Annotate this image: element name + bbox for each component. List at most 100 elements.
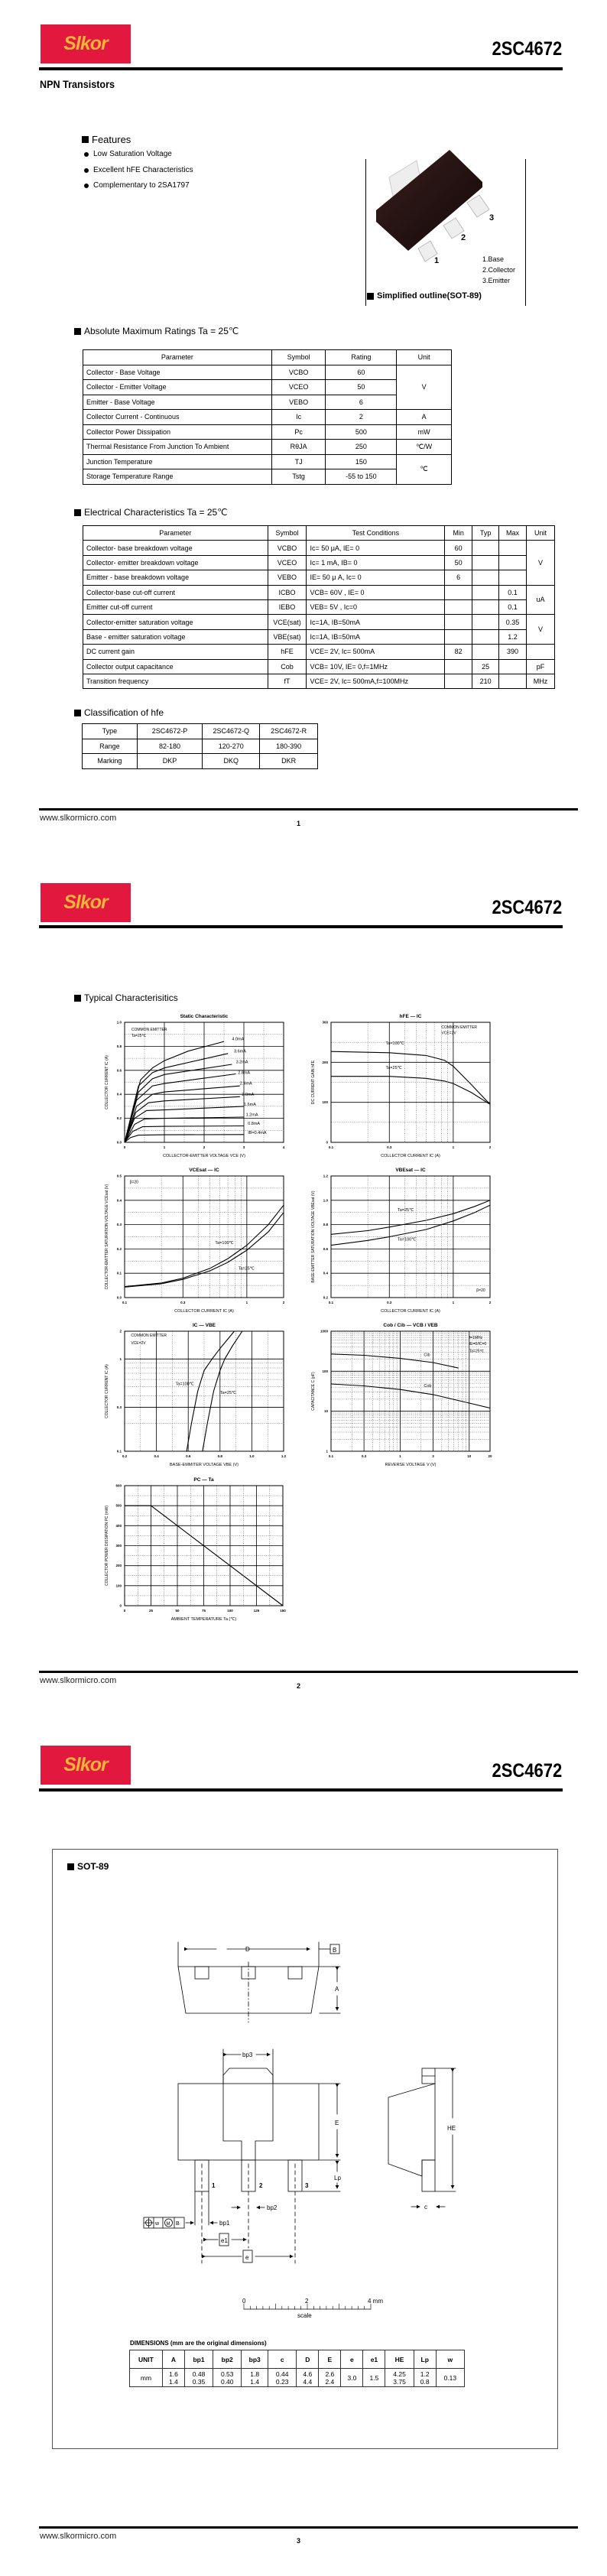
datum-label-B: B <box>333 1947 336 1954</box>
series-line <box>124 1212 284 1288</box>
dimension-value: 4.6 4.4 <box>296 2368 320 2387</box>
scale-label: scale <box>297 2312 312 2319</box>
logo-text: Slkor <box>63 892 109 913</box>
table-row: Type 2SC4672-P 2SC4672-Q 2SC4672-R <box>82 723 318 739</box>
y-tick-label: 0.4 <box>323 1272 329 1275</box>
x-tick-label: 2 <box>283 1301 285 1304</box>
y-axis-label: COLLECTOR CURRENT IC (A) <box>105 1055 109 1109</box>
dim-label-HE: HE <box>447 2125 456 2132</box>
table-row: Storage Temperature Range Tstg -55 to 150 <box>83 469 452 485</box>
chart-title: hFE — IC <box>400 1014 422 1019</box>
package-lead-3 <box>466 194 490 218</box>
chart-title: IC — VBE <box>193 1323 216 1328</box>
series-label: 0.8mA <box>248 1122 260 1126</box>
y-tick-label: 200 <box>115 1564 122 1567</box>
page-number: 2 <box>297 1682 301 1690</box>
chart-annotation: COMMON EMITTER <box>131 1028 167 1032</box>
y-tick-label: 0.4 <box>117 1093 122 1096</box>
dimension-value: 4.25 3.75 <box>385 2368 414 2387</box>
chart-annotation: β=20 <box>476 1288 485 1293</box>
square-bullet-icon <box>67 1863 74 1870</box>
x-tick-label: 10 <box>467 1454 472 1458</box>
feature-text: Excellent hFE Characteristics <box>93 166 193 174</box>
y-tick-label: 0.8 <box>323 1223 329 1226</box>
symbol-cell: fT <box>267 673 307 690</box>
pin-number: 1 <box>434 256 439 265</box>
sot89-dimension-drawing: D B A bp3 E HE Lp 1 2 3 bp2 bp1 c e1 e w… <box>143 1941 456 2319</box>
y-tick-label: 0.3 <box>117 1223 122 1226</box>
footer-website[interactable]: www.slkormicro.com <box>40 814 117 823</box>
chart-title: PC — Ta <box>193 1477 214 1483</box>
chart-1: 0.1 0.3 1 2 0 100 200 300 hFE — IC COLLECTOR CURR… <box>311 1014 492 1158</box>
x-tick-label: 0 <box>124 1609 126 1613</box>
features-heading-text: Features <box>92 134 131 145</box>
y-tick-label: 0.4 <box>117 1198 122 1202</box>
series-label: 3.6mA <box>234 1049 246 1054</box>
scale-tick-label: 0 <box>242 2298 246 2305</box>
square-bullet-icon <box>74 327 81 335</box>
column-header: Lp <box>413 2350 437 2369</box>
condition-cell: VCE= 2V, Ic= 500mA,f=100MHz <box>306 673 446 690</box>
dimension-value-line: 0.40 <box>220 2377 234 2386</box>
dimension-value-line: 4.25 <box>393 2370 406 2378</box>
y-tick-label: 0.1 <box>117 1272 122 1275</box>
series-label: Ta=25℃ <box>239 1266 255 1271</box>
dimension-value-line: 1.2 <box>420 2370 430 2378</box>
footer-website[interactable]: www.slkormicro.com <box>40 1676 117 1685</box>
table-header-row: Parameter Symbol Test Conditions Min Typ… <box>83 525 555 541</box>
dimension-value-line: 2.4 <box>325 2377 335 2386</box>
dimension-value-line: 0.8 <box>420 2377 430 2386</box>
unit-cell: mm <box>129 2368 163 2387</box>
series-line <box>124 1125 245 1143</box>
x-tick-label: 150 <box>280 1609 286 1613</box>
unit-cell: V <box>396 364 452 410</box>
x-axis-label: COLLECTOR CURRENT IC (A) <box>381 1309 440 1314</box>
footer-website[interactable]: www.slkormicro.com <box>40 2532 117 2541</box>
package-lead-2 <box>443 217 465 239</box>
feature-item: Complementary to 2SA1797 <box>84 181 190 190</box>
dimension-value-line: 4.6 <box>303 2370 313 2378</box>
tolerance-label-B: B <box>176 2221 180 2227</box>
series-line <box>124 1134 245 1143</box>
dim-label-Lp: Lp <box>334 2175 341 2181</box>
series-line <box>124 1064 232 1143</box>
column-header: bp2 <box>213 2350 242 2369</box>
dimension-value-line: 0.23 <box>275 2377 289 2386</box>
x-tick-label: 1.0 <box>249 1454 255 1458</box>
chart-title: Cob / Cib — VCB / VEB <box>383 1323 437 1328</box>
square-bullet-icon <box>367 292 374 300</box>
dimension-value: 1.6 1.4 <box>161 2368 185 2387</box>
square-bullet-icon <box>74 508 81 516</box>
series-line <box>330 1383 491 1409</box>
header-rule <box>39 1788 563 1792</box>
x-tick-label: 3 <box>432 1454 434 1458</box>
column-header: A <box>161 2350 185 2369</box>
chart-annotation: β=20 <box>130 1181 139 1185</box>
dimension-value-line: 1.8 <box>250 2370 260 2378</box>
page-number: 1 <box>297 820 301 827</box>
chart-3: 0.1 0.3 1 2 0.2 0.4 0.6 0.8 1.0 1.2 VBEsat — IC COL… <box>311 1168 492 1314</box>
tolerance-label-M: M <box>167 2222 170 2227</box>
table-row: Transition frequency fT VCE= 2V, Ic= 500mA… <box>83 673 555 690</box>
x-axis-label: BASE-EMMITER VOLTAGE VBE (V) <box>170 1463 239 1467</box>
dimension-value: 2.6 2.4 <box>318 2368 342 2387</box>
typical-heading-text: Typical Characterisitics <box>84 992 178 1003</box>
chart-annotation: COMMON EMITTER <box>131 1333 167 1338</box>
dimension-value-line: 0.48 <box>192 2370 206 2378</box>
series-label: 1.2mA <box>246 1113 258 1117</box>
series-label: 4.0mA <box>232 1038 244 1042</box>
y-tick-label: 1 <box>119 1357 122 1361</box>
param-cell: Storage Temperature Range <box>83 469 272 485</box>
footer-rule <box>39 808 578 810</box>
y-axis-label: DC CURRENT GAIN hFE <box>311 1060 316 1104</box>
dimension-value-line: 1.4 <box>250 2377 260 2386</box>
outline-box <box>365 159 526 306</box>
x-tick-label: 2 <box>489 1301 492 1304</box>
y-tick-label: 0.8 <box>117 1044 122 1048</box>
column-header: bp1 <box>183 2350 214 2369</box>
x-tick-label: 1 <box>399 1454 401 1458</box>
dimension-value-line: 2.6 <box>325 2370 335 2378</box>
series-line <box>330 1051 491 1105</box>
